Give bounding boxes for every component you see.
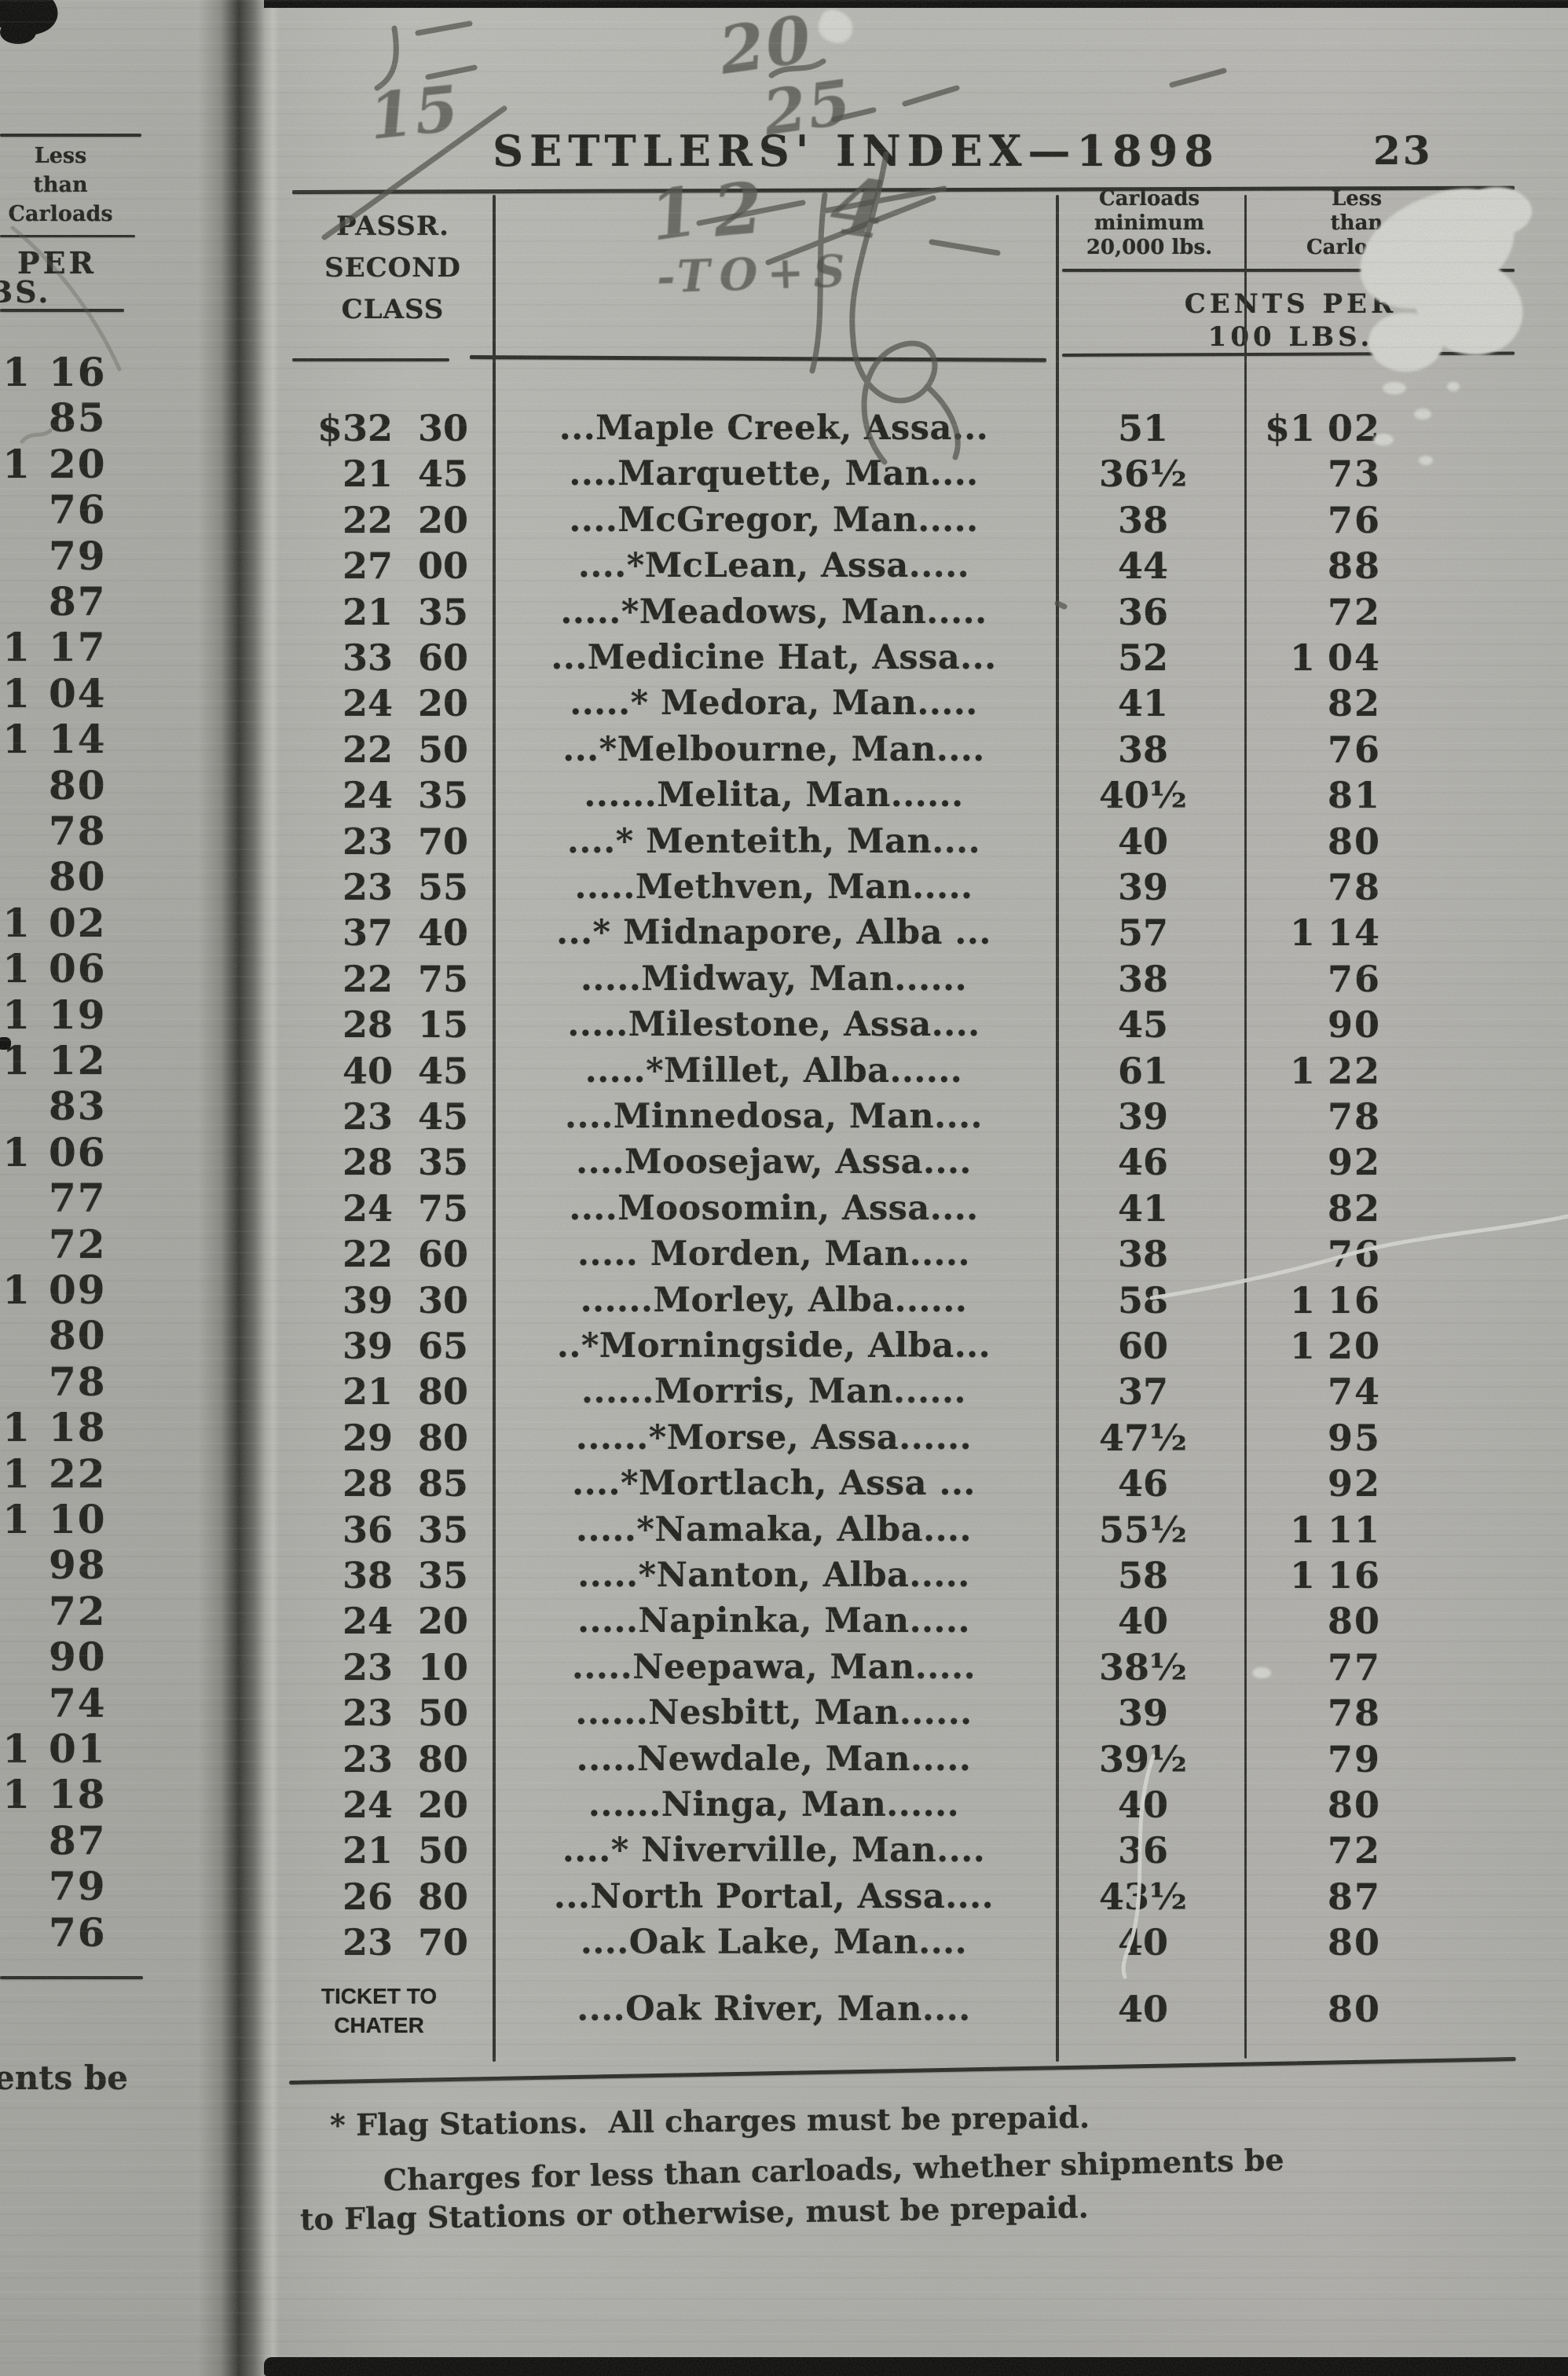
handwriting-mark: 25 xyxy=(759,66,857,150)
handwriting-mark: 4 xyxy=(825,158,892,258)
handwriting-mark: 2 xyxy=(709,166,767,254)
handwriting-mark: -TO+S xyxy=(655,244,855,304)
corner-tear-mark-2 xyxy=(0,20,36,44)
damage-speck-3 xyxy=(1373,434,1394,446)
damage-dot-napinka xyxy=(1252,1667,1271,1678)
handwriting-mark: 1 xyxy=(645,171,703,257)
damage-blob-3 xyxy=(1368,313,1443,372)
damage-speck-4 xyxy=(1419,456,1433,465)
edge-mark-mid xyxy=(0,1037,11,1050)
corner-tear-mark-3 xyxy=(24,3,44,17)
damage-speck-1 xyxy=(1383,382,1406,394)
damage-speck-2 xyxy=(1414,409,1431,420)
scanner-bar-bottom xyxy=(264,2357,1568,2376)
damage-blob-4 xyxy=(1461,187,1532,236)
handwriting-mark: 15 xyxy=(365,71,463,154)
scanner-bar-top xyxy=(264,0,1568,8)
damage-speck-5 xyxy=(1447,382,1460,391)
